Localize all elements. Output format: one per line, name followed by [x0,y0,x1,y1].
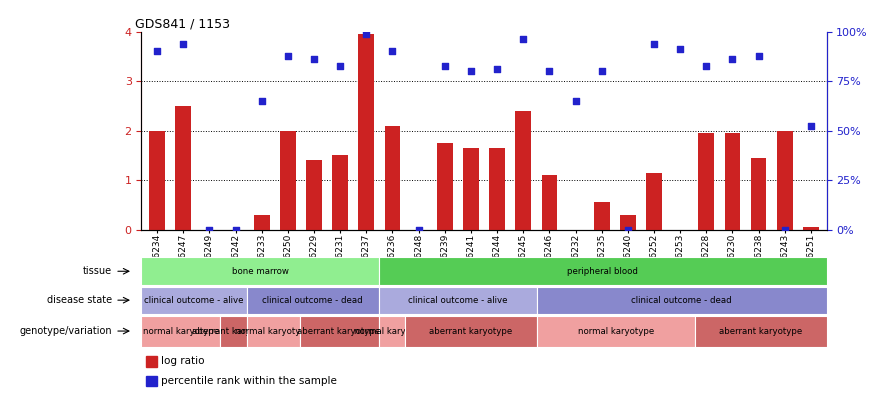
Point [726,56,740,62]
Text: clinical outcome - alive: clinical outcome - alive [144,296,244,305]
Text: normal karyotype: normal karyotype [577,327,654,335]
Text: tissue: tissue [83,266,112,276]
Text: clinical outcome - dead: clinical outcome - dead [631,296,732,305]
Bar [149,131,165,230]
Bar [542,175,557,230]
Point [438,63,452,70]
Bar [725,133,740,230]
Point [568,98,583,104]
Text: disease state: disease state [47,295,112,305]
Point [490,66,504,72]
Bar [359,34,374,230]
Point [255,98,269,104]
Text: clinical outcome - alive: clinical outcome - alive [408,296,507,305]
Bar [280,131,296,230]
Bar [803,227,819,230]
Point [595,68,609,74]
Point [542,68,556,74]
Point [385,48,400,55]
Bar [254,215,270,230]
Point [307,56,321,62]
Point [150,48,164,55]
Bar [385,126,400,230]
Text: aberrant karyotype: aberrant karyotype [430,327,513,335]
Point [359,31,373,37]
Bar [620,215,636,230]
Bar [777,131,793,230]
Text: aberrant karyotype: aberrant karyotype [719,327,803,335]
Point [202,227,217,233]
Text: log ratio: log ratio [162,356,205,366]
Text: percentile rank within the sample: percentile rank within the sample [162,376,337,386]
Bar [146,375,157,386]
Text: normal karyotype: normal karyotype [235,327,311,335]
Bar [489,148,505,230]
Bar [306,160,322,230]
Point [621,227,635,233]
Text: clinical outcome - dead: clinical outcome - dead [263,296,363,305]
Point [333,63,347,70]
Point [804,122,818,129]
Bar [146,356,157,367]
Bar [594,202,609,230]
Text: normal karyotype: normal karyotype [143,327,219,335]
Point [647,41,661,47]
Point [281,53,295,59]
Point [699,63,713,70]
Bar [515,111,531,230]
Bar [698,133,714,230]
Text: aberrant karyotype: aberrant karyotype [297,327,381,335]
Bar [437,143,453,230]
Point [778,227,792,233]
Text: normal karyotype: normal karyotype [354,327,430,335]
Point [228,227,242,233]
Point [464,68,478,74]
Point [412,227,426,233]
Bar [463,148,479,230]
Point [516,36,530,42]
Bar [751,158,766,230]
Text: bone marrow: bone marrow [232,267,288,276]
Bar [332,155,348,230]
Point [176,41,190,47]
Point [751,53,766,59]
Point [673,46,687,52]
Text: GDS841 / 1153: GDS841 / 1153 [134,17,230,30]
Text: genotype/variation: genotype/variation [19,326,112,336]
Text: peripheral blood: peripheral blood [568,267,638,276]
Bar [175,106,191,230]
Bar [646,173,662,230]
Text: aberrant karyotype: aberrant karyotype [192,327,275,335]
